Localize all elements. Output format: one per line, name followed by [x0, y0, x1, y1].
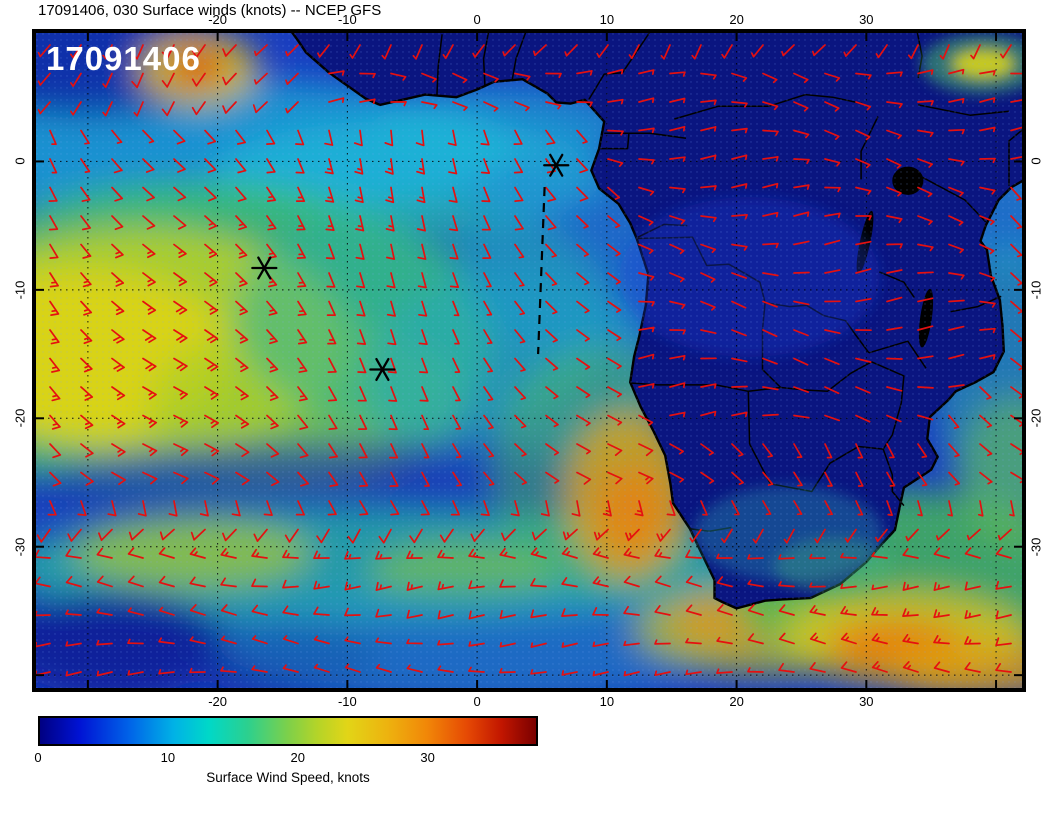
lat-tick-label-right: -30 — [1028, 537, 1044, 557]
lat-tick-label-left: -10 — [12, 280, 28, 300]
lon-tick-label-top: -20 — [208, 12, 228, 27]
lat-tick-label-left: -20 — [12, 408, 28, 428]
lon-tick-label-bottom: 20 — [729, 694, 744, 709]
lat-tick-label-right: -10 — [1028, 280, 1044, 300]
lat-tick-label-right: -20 — [1028, 408, 1044, 428]
star-marker-icon — [375, 357, 390, 382]
colorbar — [38, 716, 538, 746]
page-title: 17091406, 030 Surface winds (knots) -- N… — [38, 2, 382, 19]
colorbar-tick-label: 10 — [160, 750, 176, 765]
timestamp-label: 17091406 — [46, 40, 201, 77]
map-plot — [32, 29, 1026, 692]
colorbar-label: Surface Wind Speed, knots — [206, 770, 370, 785]
wind-barbs — [36, 44, 1022, 677]
lon-tick-label-bottom: -20 — [208, 694, 228, 709]
lat-tick-label-right: 0 — [1028, 157, 1044, 166]
colorbar-tick-label: 0 — [34, 750, 42, 765]
waypoint-markers — [251, 153, 570, 382]
lon-tick-label-top: -10 — [337, 12, 357, 27]
lon-tick-label-top: 30 — [859, 12, 874, 27]
dashed-track — [537, 187, 546, 355]
lat-tick-label-left: -30 — [12, 537, 28, 557]
lon-tick-label-top: 10 — [599, 12, 615, 27]
lon-tick-label-top: 0 — [473, 12, 481, 27]
lat-tick-label-left: 0 — [12, 157, 28, 166]
lon-tick-label-bottom: 30 — [859, 694, 874, 709]
colorbar-tick-label: 30 — [420, 750, 435, 765]
map-canvas — [36, 33, 1022, 688]
lon-tick-label-bottom: -10 — [337, 694, 357, 709]
graticule — [36, 33, 1022, 688]
star-marker-icon — [257, 256, 272, 280]
lon-tick-label-top: 20 — [729, 12, 744, 27]
frame-ticks — [36, 33, 1022, 688]
colorbar-tick-label: 20 — [290, 750, 305, 765]
lon-tick-label-bottom: 0 — [473, 694, 481, 709]
lon-tick-label-bottom: 10 — [599, 694, 615, 709]
star-marker-icon — [549, 153, 564, 177]
